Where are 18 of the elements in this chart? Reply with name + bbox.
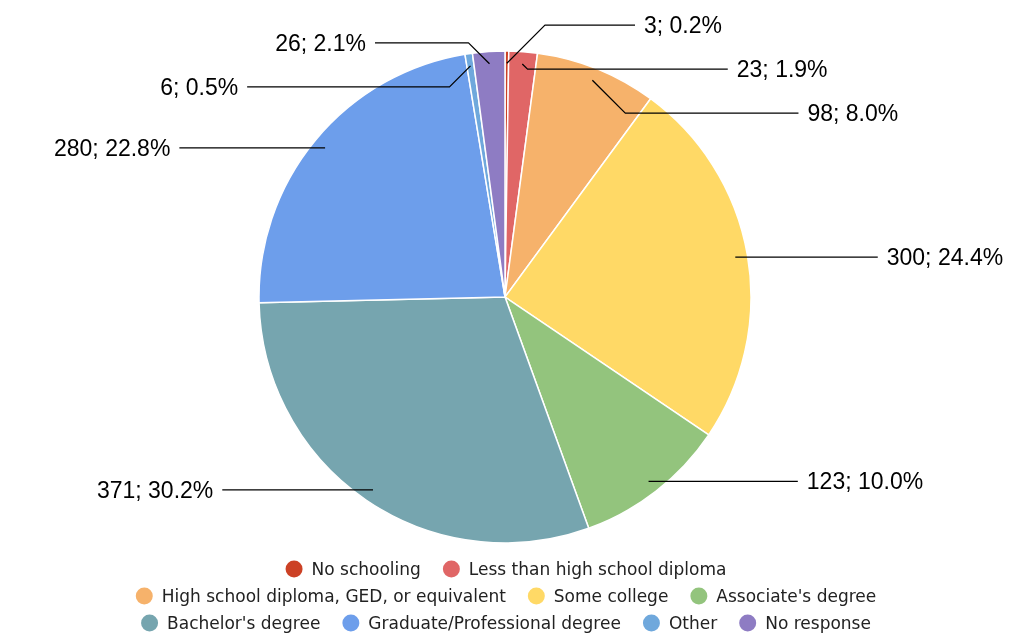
- legend-label: Graduate/Professional degree: [368, 613, 621, 633]
- data-label: 123; 10.0%: [806, 468, 924, 495]
- legend-label: Other: [668, 613, 718, 633]
- legend-label: Some college: [553, 586, 669, 606]
- legend-label: Bachelor's degree: [167, 613, 321, 633]
- legend-label: High school diploma, GED, or equivalent: [161, 586, 507, 606]
- data-label: 371; 30.2%: [96, 476, 214, 503]
- data-label: 280; 22.8%: [54, 134, 171, 161]
- legend-label: No schooling: [311, 559, 421, 579]
- data-label: 26; 2.1%: [275, 29, 366, 56]
- data-label: 6; 0.5%: [160, 73, 239, 100]
- data-label: 23; 1.9%: [736, 56, 828, 83]
- data-label: 300; 24.4%: [886, 244, 1004, 271]
- data-label: 3; 0.2%: [644, 12, 722, 39]
- legend-label: Less than high school diploma: [468, 559, 727, 579]
- legend-label: Associate's degree: [716, 586, 877, 606]
- legend-label: No response: [765, 613, 871, 633]
- data-label: 98; 8.0%: [807, 100, 899, 127]
